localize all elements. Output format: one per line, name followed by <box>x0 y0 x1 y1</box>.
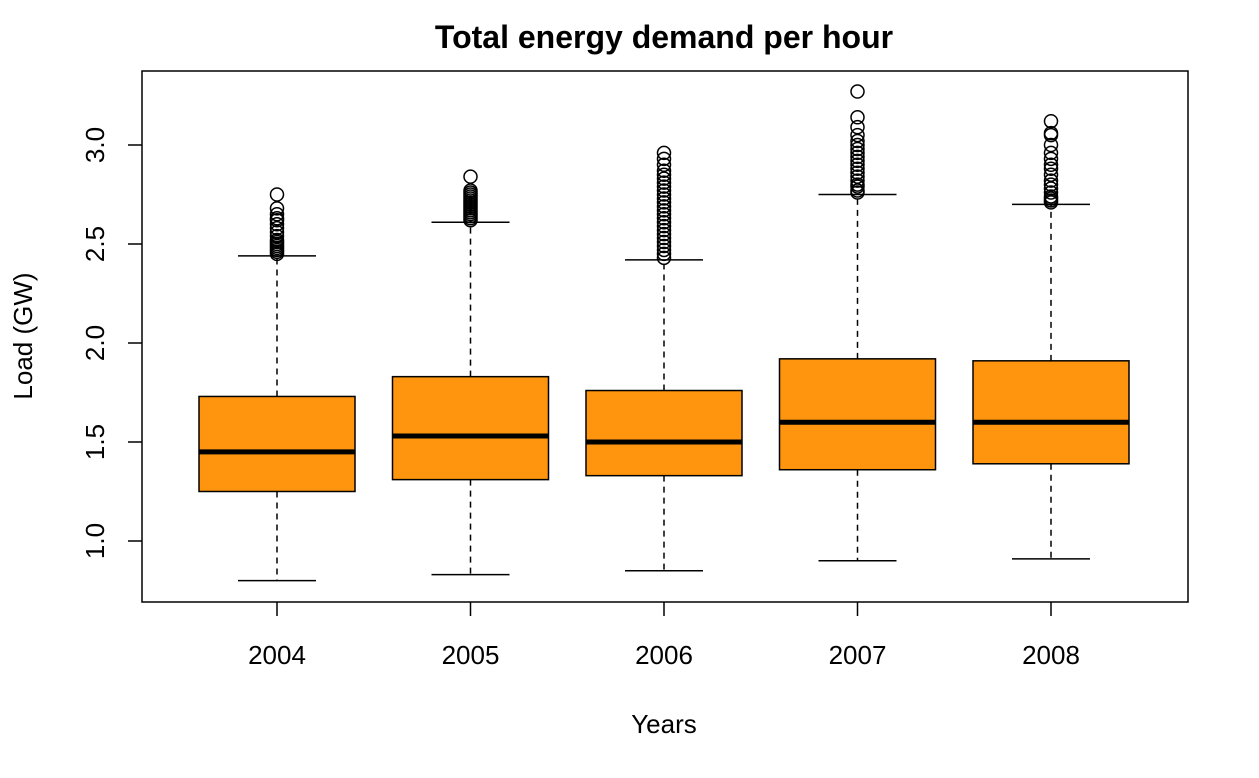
chart-title: Total energy demand per hour <box>435 19 893 55</box>
iqr-box <box>198 395 356 493</box>
outlier-point <box>1043 161 1059 177</box>
y-tick-label: 1.0 <box>80 523 110 559</box>
x-tick-label: 2007 <box>829 640 887 670</box>
outlier-point <box>269 220 285 236</box>
iqr-box <box>585 389 743 477</box>
outlier-point <box>850 177 865 192</box>
outlier-point <box>1043 185 1059 200</box>
outlier-point <box>850 110 865 125</box>
outlier-point <box>850 153 865 169</box>
outlier-point <box>656 187 672 202</box>
x-tick-label: 2006 <box>635 640 693 670</box>
outlier-point <box>269 232 285 248</box>
outlier-point <box>1043 167 1059 182</box>
outlier-point <box>1043 145 1059 161</box>
y-tick-label: 2.5 <box>80 226 110 262</box>
box-group-2008 <box>972 113 1130 560</box>
plot-frame <box>141 70 1189 603</box>
outlier-point <box>463 169 478 184</box>
box-group-2004 <box>198 187 356 582</box>
outlier-point <box>656 207 672 222</box>
outlier-point <box>1043 137 1059 153</box>
outlier-point <box>656 250 672 266</box>
outlier-point <box>850 133 865 149</box>
x-tick-label: 2005 <box>442 640 500 670</box>
outlier-point <box>656 157 672 173</box>
outlier-point <box>656 167 672 182</box>
outlier-point <box>656 214 672 230</box>
outlier-point <box>656 175 672 190</box>
outlier-point <box>656 226 672 242</box>
outlier-point <box>269 216 285 232</box>
y-tick-label: 1.5 <box>80 424 110 460</box>
outlier-point <box>269 201 285 216</box>
outlier-point <box>269 224 285 240</box>
outlier-point <box>656 238 672 254</box>
outlier-point <box>656 230 672 246</box>
outlier-point <box>269 187 285 202</box>
x-axis: 2004 2005 2006 2007 2008 <box>248 602 1080 670</box>
box-group-2005 <box>391 169 550 576</box>
outlier-point <box>850 169 865 184</box>
y-tick-label: 2.0 <box>80 325 110 361</box>
outlier-point <box>656 163 672 178</box>
box-group-2007 <box>778 84 937 562</box>
y-axis-label: Load (GW) <box>8 272 38 399</box>
outlier-point <box>656 234 672 250</box>
outlier-point <box>850 137 865 153</box>
outlier-point <box>850 141 865 157</box>
outlier-point <box>850 165 865 180</box>
y-axis: 1.0 1.5 2.0 2.5 3.0 <box>80 127 142 559</box>
outlier-point <box>1043 151 1059 167</box>
iqr-box <box>391 375 550 481</box>
outlier-point <box>656 211 672 226</box>
boxes-layer <box>198 84 1130 582</box>
outlier-point <box>850 84 865 99</box>
outlier-point <box>656 171 672 186</box>
outlier-point <box>269 228 285 244</box>
x-tick-label: 2004 <box>248 640 306 670</box>
outlier-point <box>1043 173 1059 188</box>
y-tick-label: 3.0 <box>80 127 110 163</box>
outlier-point <box>656 151 672 167</box>
outlier-point <box>656 203 672 218</box>
outlier-point <box>850 119 865 135</box>
outlier-point <box>656 246 672 262</box>
outlier-point <box>850 161 865 177</box>
outlier-point <box>656 183 672 198</box>
outlier-point <box>656 199 672 214</box>
outlier-point <box>656 179 672 194</box>
outlier-point <box>656 222 672 238</box>
outlier-point <box>850 145 865 161</box>
outlier-point <box>1043 113 1059 129</box>
x-axis-label: Years <box>631 709 697 739</box>
outlier-point <box>850 183 865 198</box>
outlier-point <box>656 145 672 161</box>
outlier-point <box>656 191 672 206</box>
outlier-point <box>656 218 672 234</box>
outlier-point <box>850 173 865 188</box>
outlier-point <box>1043 181 1059 196</box>
outlier-point <box>269 207 285 222</box>
outlier-point <box>1043 157 1059 173</box>
outlier-point <box>1043 189 1059 204</box>
iqr-box <box>778 358 937 471</box>
outlier-point <box>850 127 865 143</box>
iqr-box <box>972 360 1130 465</box>
outlier-point <box>1043 177 1059 192</box>
outlier-point <box>269 211 285 226</box>
box-group-2006 <box>585 145 743 572</box>
outlier-point <box>656 195 672 210</box>
outlier-point <box>850 157 865 173</box>
outlier-point <box>656 242 672 258</box>
outlier-point <box>463 183 478 198</box>
outlier-point <box>850 149 865 165</box>
outlier-point <box>1043 125 1059 141</box>
x-tick-label: 2008 <box>1022 640 1080 670</box>
